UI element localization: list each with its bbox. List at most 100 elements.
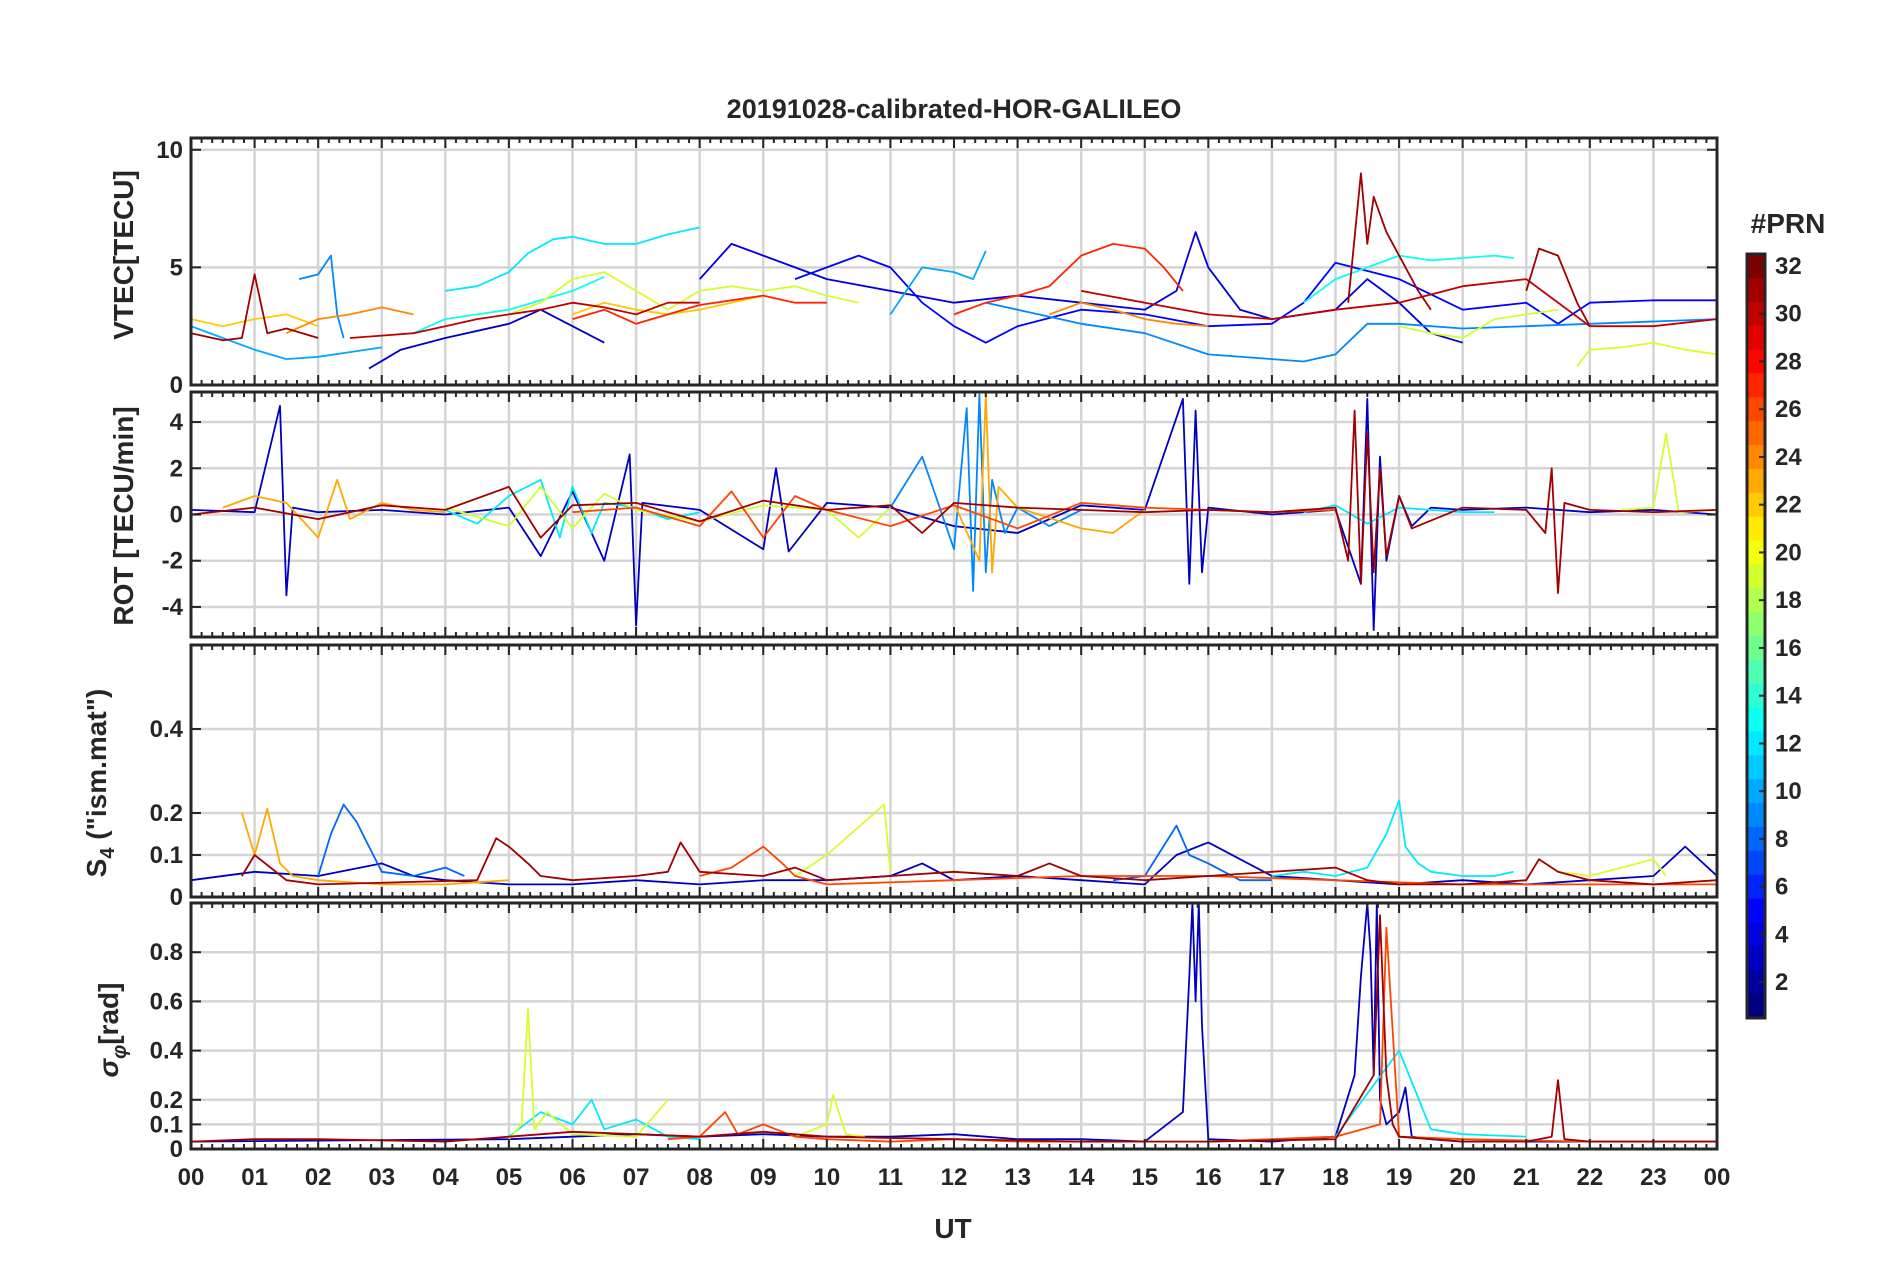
prn-31-series — [191, 409, 1717, 594]
vtec-y-tick-label: 10 — [156, 137, 183, 164]
prn-31-series — [1347, 172, 1432, 311]
colorbar-label: #PRN — [1751, 208, 1826, 239]
colorbar-tick-label: 16 — [1775, 635, 1802, 662]
prn-30-series — [1081, 278, 1717, 328]
s4-y-tick-label: 0.2 — [150, 800, 183, 827]
colorbar-swatch — [1747, 254, 1765, 279]
prn-23-series — [241, 807, 509, 886]
prn-8-series — [317, 803, 465, 877]
colorbar-swatch — [1747, 325, 1765, 351]
prn-3-series — [368, 308, 605, 370]
colorbar-tick-label: 14 — [1775, 683, 1802, 710]
prn-27-series — [572, 294, 827, 325]
colorbar-swatch — [1747, 636, 1765, 661]
x-tick-label: 18 — [1322, 1164, 1349, 1191]
prn-19-series — [794, 1094, 866, 1138]
colorbar-swatch — [1747, 779, 1765, 804]
colorbar-swatch — [1747, 349, 1765, 374]
rot-y-tick-label: 2 — [170, 455, 183, 482]
sigma-ylabel: σφ[rad] — [93, 983, 131, 1078]
prn-24-series — [1049, 301, 1209, 328]
s4-ylabel-main: S — [81, 859, 112, 878]
colorbar-swatch — [1747, 373, 1765, 398]
prn-19-series — [508, 271, 859, 316]
x-tick-label: 14 — [1068, 1164, 1095, 1191]
colorbar-swatch — [1747, 683, 1765, 709]
prn-27-series — [953, 243, 1184, 316]
colorbar-swatch — [1747, 874, 1765, 900]
colorbar-swatch — [1747, 564, 1765, 589]
prn-9-series — [298, 254, 345, 339]
colorbar-swatch — [1747, 946, 1765, 971]
prn-12-series — [445, 226, 700, 292]
x-tick-label: 03 — [368, 1164, 395, 1191]
colorbar-frame — [1745, 252, 1767, 1020]
s4-series-group — [191, 799, 1717, 886]
x-tick-label: 20 — [1449, 1164, 1476, 1191]
prn-10-series — [889, 250, 987, 315]
x-tick-label: 08 — [686, 1164, 713, 1191]
prn-26-series — [572, 490, 1336, 539]
prn-19-series — [508, 1007, 669, 1140]
colorbar-swatch — [1747, 301, 1765, 327]
x-tick-label: 06 — [559, 1164, 586, 1191]
chart-title: 20191028-calibrated-HOR-GALILEO — [727, 94, 1182, 124]
prn-19-series — [1398, 308, 1559, 339]
prn-22-series — [572, 294, 764, 316]
prn-19-series — [1557, 858, 1667, 877]
colorbar-swatch — [1747, 898, 1765, 924]
sigma-y-tick-label: 0 — [170, 1136, 183, 1163]
x-tick-label: 00 — [1704, 1164, 1731, 1191]
rot-y-tick-label: -2 — [162, 548, 183, 575]
colorbar-tick-label: 26 — [1775, 396, 1802, 423]
prn-31-series — [241, 837, 1717, 886]
colorbar-swatch — [1747, 540, 1765, 565]
colorbar-swatch — [1747, 803, 1765, 828]
rot-y-tick-label: 0 — [170, 502, 183, 529]
prn-26-series — [667, 926, 1717, 1143]
rot-panel: -4 -2 0 2 4 — [162, 390, 1719, 639]
colorbar-tick-label: 10 — [1775, 778, 1802, 805]
s4-ylabel: S4 ("ism.mat") — [81, 689, 119, 878]
sigma-ylabel-rest: [rad] — [93, 983, 124, 1045]
rot-y-tick-label: -4 — [162, 594, 184, 621]
prn-19-series — [1621, 432, 1717, 514]
rot-series-group — [191, 393, 1717, 631]
colorbar-swatch — [1747, 827, 1765, 852]
prn-4-series — [699, 231, 1463, 344]
colorbar-swatch — [1747, 445, 1765, 470]
colorbar-swatch — [1747, 970, 1765, 995]
x-tick-label: 21 — [1513, 1164, 1540, 1191]
colorbar-tick-label: 8 — [1775, 826, 1788, 853]
x-tick-label: 13 — [1004, 1164, 1031, 1191]
colorbar-swatch — [1747, 588, 1765, 613]
vtec-y-tick-label: 0 — [170, 372, 183, 399]
colorbar-swatch — [1747, 755, 1765, 780]
colorbar-tick-label: 20 — [1775, 539, 1802, 566]
vtec-panel: 0 5 10 — [156, 136, 1719, 399]
prn-22-series — [191, 313, 319, 328]
colorbar-tick-label: 28 — [1775, 348, 1802, 375]
sigma-y-tick-label: 0.8 — [150, 939, 183, 966]
s4-y-tick-label: 0.4 — [150, 716, 184, 743]
x-tick-label: 01 — [241, 1164, 268, 1191]
prn-31-series — [191, 273, 319, 342]
colorbar-swatch — [1747, 421, 1765, 446]
colorbar-swatch — [1747, 731, 1765, 756]
sigma-y-tick-label: 0.4 — [150, 1038, 184, 1065]
colorbar-swatch — [1747, 612, 1765, 637]
s4-ylabel-sub: 4 — [97, 847, 119, 859]
colorbar-tick-label: 32 — [1775, 253, 1802, 280]
prn-13-series — [1303, 254, 1514, 304]
x-tick-label: 05 — [496, 1164, 523, 1191]
colorbar-tick-label: 18 — [1775, 587, 1802, 614]
prn-5-series — [794, 254, 1717, 344]
sigma-ylabel-main: σ — [93, 1057, 124, 1077]
colorbar-swatch — [1747, 277, 1765, 303]
rot-ylabel: ROT [TECU/min] — [108, 406, 139, 625]
x-tick-label: 00 — [178, 1164, 205, 1191]
x-tick-label: 12 — [941, 1164, 968, 1191]
s4-y-tick-label: 0 — [170, 884, 183, 911]
x-tick-label: 10 — [813, 1164, 840, 1191]
